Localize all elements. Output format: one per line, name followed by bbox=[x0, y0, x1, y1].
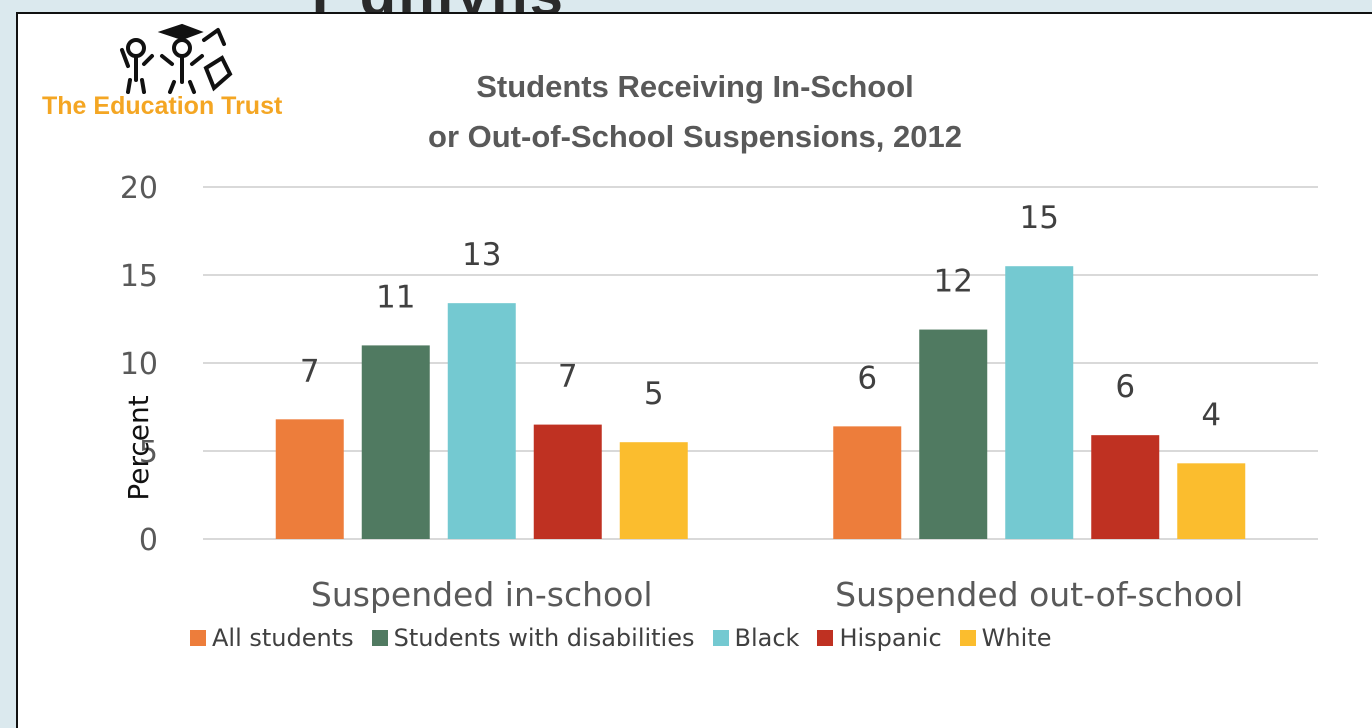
legend-label: Students with disabilities bbox=[393, 624, 695, 652]
y-tick-label: 0 bbox=[139, 523, 158, 558]
data-label: 7 bbox=[300, 353, 320, 389]
legend-item: White bbox=[959, 624, 1052, 652]
bar bbox=[619, 442, 688, 539]
legend-swatch bbox=[712, 630, 729, 646]
legend-item: Hispanic bbox=[817, 624, 942, 652]
category-label: Suspended out-of-school bbox=[835, 575, 1243, 614]
bar bbox=[361, 345, 430, 539]
bar bbox=[447, 303, 516, 539]
data-label: 13 bbox=[462, 237, 501, 273]
slide-title-fragment: Y ghlyhs bbox=[0, 0, 1372, 14]
legend-label: All students bbox=[212, 624, 354, 652]
chart-legend: All students Students with disabilities Bl… bbox=[190, 624, 1240, 652]
legend-label: White bbox=[981, 624, 1052, 652]
data-label: 6 bbox=[1115, 369, 1135, 405]
bar bbox=[833, 426, 902, 539]
graduates-cap-toss-icon bbox=[120, 23, 233, 94]
legend-swatch bbox=[817, 630, 834, 646]
legend-item: Black bbox=[712, 624, 800, 652]
chart-title-line-1: Students Receiving In-School bbox=[476, 69, 914, 104]
chart-title-line-2: or Out-of-School Suspensions, 2012 bbox=[428, 119, 962, 154]
bar bbox=[919, 329, 988, 539]
legend-swatch bbox=[371, 630, 388, 646]
legend-item: Students with disabilities bbox=[371, 624, 695, 652]
chart-panel bbox=[16, 12, 1372, 728]
bar bbox=[275, 419, 344, 539]
data-label: 6 bbox=[857, 360, 877, 396]
y-tick-label: 20 bbox=[120, 171, 158, 206]
legend-item: All students bbox=[190, 624, 354, 652]
data-label: 11 bbox=[376, 279, 415, 315]
category-label: Suspended in-school bbox=[311, 575, 653, 614]
bar bbox=[1177, 463, 1246, 539]
education-trust-logo bbox=[120, 23, 233, 94]
y-tick-label: 15 bbox=[120, 259, 158, 294]
data-label: 15 bbox=[1020, 200, 1059, 236]
legend-label: Hispanic bbox=[839, 624, 942, 652]
bar bbox=[533, 424, 602, 539]
y-tick-label: 5 bbox=[139, 435, 158, 470]
data-label: 4 bbox=[1201, 397, 1221, 433]
bar bbox=[1005, 266, 1074, 539]
data-label: 12 bbox=[934, 264, 973, 300]
chart-title: Students Receiving In-School or Out-of-S… bbox=[330, 62, 1060, 162]
y-axis-label: Percent bbox=[122, 395, 155, 500]
legend-label: Black bbox=[734, 624, 800, 652]
bar bbox=[1091, 435, 1160, 539]
data-label: 7 bbox=[558, 359, 578, 395]
logo-caption: The Education Trust bbox=[42, 92, 283, 120]
slide-title-fragment-text: Y ghlyhs bbox=[300, 0, 565, 14]
legend-swatch bbox=[190, 630, 206, 646]
legend-swatch bbox=[959, 630, 976, 646]
y-tick-label: 10 bbox=[120, 347, 158, 382]
data-label: 5 bbox=[644, 376, 664, 412]
